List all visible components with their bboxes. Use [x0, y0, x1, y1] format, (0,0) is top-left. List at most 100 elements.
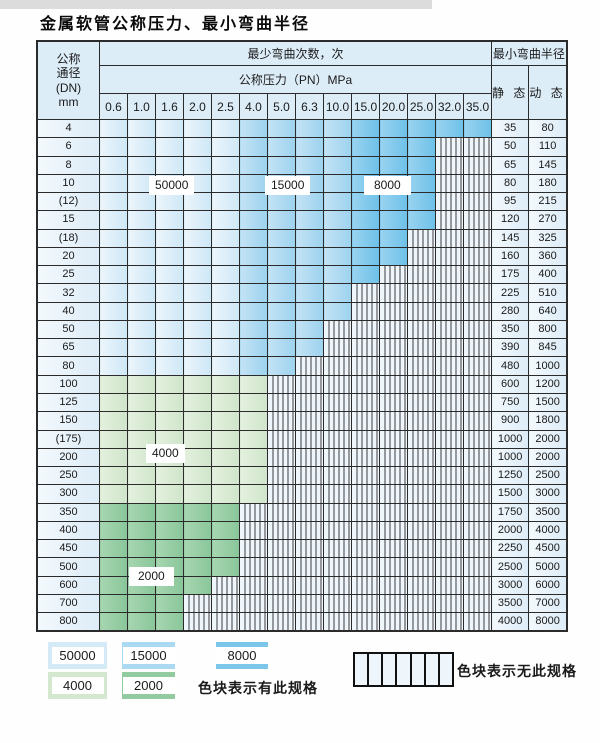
spec-cell [267, 265, 296, 285]
zone-label-4000: 4000 [147, 445, 184, 462]
spec-cell [155, 265, 184, 285]
spec-cell [127, 392, 156, 413]
spec-cell [183, 429, 212, 449]
no-spec-cell [463, 319, 492, 340]
dn-cell: 40 [36, 301, 100, 321]
spec-cell [183, 137, 212, 157]
dynamic-header-cell: 动 态 [528, 65, 568, 120]
no-spec-cell [239, 593, 268, 614]
spec-cell [155, 210, 184, 230]
spec-cell [323, 173, 352, 194]
no-spec-cell [407, 411, 436, 431]
dn-cell: 15 [36, 210, 100, 230]
spec-cell [211, 466, 240, 486]
pressure-tick: 25.0 [407, 93, 436, 120]
spec-cell [211, 319, 240, 340]
no-spec-cell [351, 283, 380, 303]
no-spec-cell [267, 484, 296, 504]
no-spec-cell [435, 319, 464, 340]
no-spec-cell [379, 520, 408, 541]
legend-no-spec-swatch [353, 652, 454, 687]
spec-table: 公称 通径 (DN) mm 最少弯曲次数，次 最小弯曲半径 公称压力（PN）MP… [36, 40, 568, 633]
no-spec-cell [407, 484, 436, 504]
spec-cell [127, 374, 156, 394]
static-radius-cell: 750 [490, 392, 530, 413]
spec-cell [239, 411, 268, 431]
no-spec-cell [379, 338, 408, 358]
spec-cell [295, 228, 324, 248]
dn-cell: 4 [36, 118, 100, 139]
no-spec-cell [379, 429, 408, 449]
no-spec-cell [435, 466, 464, 486]
pressure-tick: 1.6 [155, 93, 184, 120]
dn-cell: 10 [36, 173, 100, 194]
legend-swatch-label: 8000 [216, 647, 268, 664]
no-spec-cell [435, 338, 464, 358]
no-spec-cell [463, 338, 492, 358]
static-radius-cell: 4000 [490, 612, 530, 632]
legend-hatch-cell [383, 654, 398, 685]
table-row: 125 750 1500 [36, 392, 568, 413]
spec-cell [239, 429, 268, 449]
dn-cell: 25 [36, 265, 100, 285]
spec-cell [323, 118, 352, 139]
spec-cell [155, 301, 184, 321]
spec-cell [239, 374, 268, 394]
no-spec-cell [435, 429, 464, 449]
no-spec-cell [463, 392, 492, 413]
no-spec-cell [379, 319, 408, 340]
no-spec-cell [463, 447, 492, 468]
dn-cell: 450 [36, 539, 100, 559]
spec-cell [183, 338, 212, 358]
no-spec-cell [295, 429, 324, 449]
spec-cell [183, 228, 212, 248]
no-spec-cell [463, 466, 492, 486]
pressure-tick: 6.3 [295, 93, 324, 120]
spec-cell [323, 265, 352, 285]
dn-cell: (12) [36, 192, 100, 212]
pressure-tick: 4.0 [239, 93, 268, 120]
table-row: 15 120 270 [36, 210, 568, 230]
no-spec-cell [295, 374, 324, 394]
table-row: 50 350 800 [36, 319, 568, 340]
spec-cell [155, 484, 184, 504]
no-spec-cell [463, 173, 492, 194]
spec-cell [351, 246, 380, 267]
spec-cell [127, 301, 156, 321]
no-spec-cell [435, 539, 464, 559]
spec-cell [99, 246, 128, 267]
spec-cell [127, 338, 156, 358]
spec-cell [183, 118, 212, 139]
cycles-header-cell: 最少弯曲次数，次 [99, 40, 492, 66]
dynamic-radius-cell: 1200 [528, 374, 568, 394]
spec-cell [267, 338, 296, 358]
spec-cell [127, 118, 156, 139]
spec-cell [99, 411, 128, 431]
no-spec-cell [267, 612, 296, 632]
spec-cell [183, 575, 212, 595]
zone-label-2000: 2000 [130, 568, 173, 585]
no-spec-cell [435, 228, 464, 248]
spec-cell [267, 283, 296, 303]
no-spec-cell [407, 502, 436, 522]
spec-cell [351, 155, 380, 175]
spec-cell [351, 118, 380, 139]
spec-cell [323, 210, 352, 230]
no-spec-cell [407, 612, 436, 632]
dn-cell: 150 [36, 411, 100, 431]
no-spec-cell [323, 539, 352, 559]
spec-cell [295, 301, 324, 321]
static-radius-cell: 50 [490, 137, 530, 157]
pressure-tick: 35.0 [463, 93, 492, 120]
dynamic-radius-cell: 1800 [528, 411, 568, 431]
spec-cell [267, 356, 296, 376]
dynamic-radius-cell: 5000 [528, 557, 568, 577]
static-radius-cell: 95 [490, 192, 530, 212]
legend-hatch-cell [425, 654, 440, 685]
spec-cell [267, 210, 296, 230]
spec-cell [155, 228, 184, 248]
spec-cell [211, 392, 240, 413]
no-spec-cell [463, 265, 492, 285]
spec-cell [323, 137, 352, 157]
static-radius-cell: 1750 [490, 502, 530, 522]
